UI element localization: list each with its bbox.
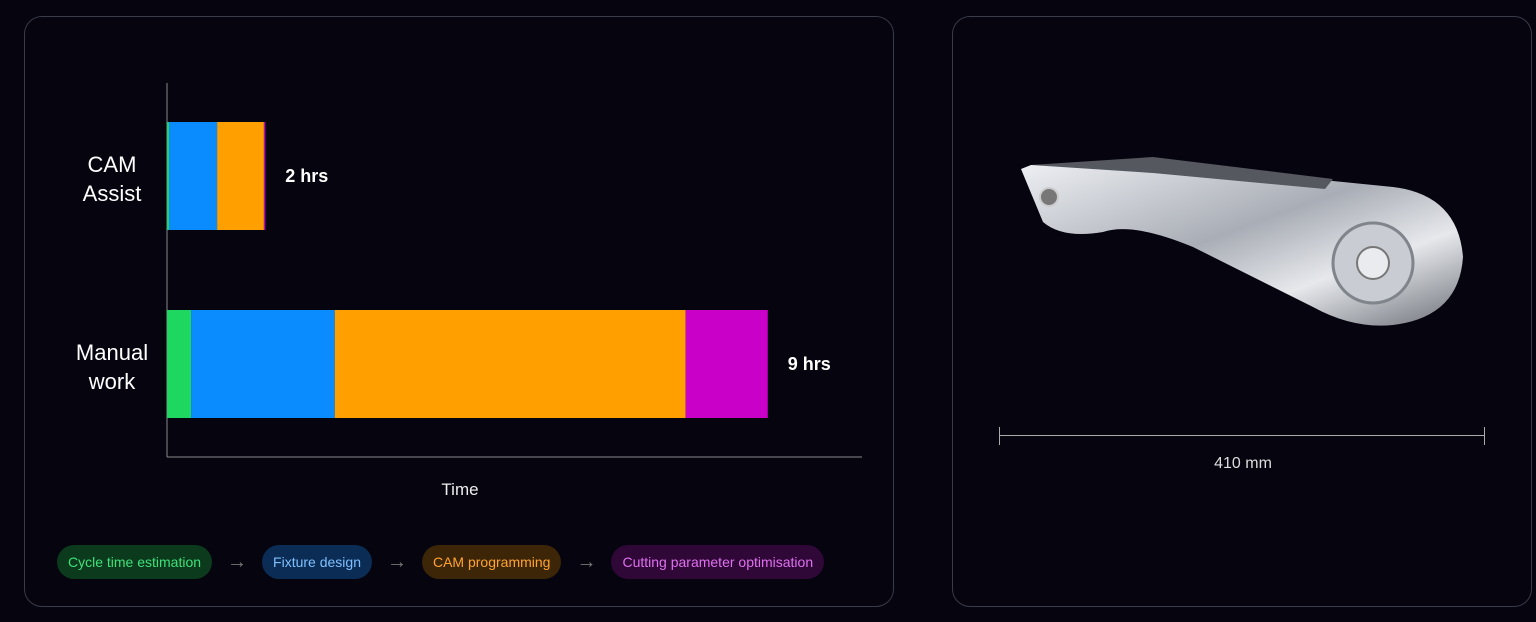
bar-segment: [167, 122, 170, 230]
dimension-scale: [999, 427, 1485, 445]
category-label: CAM: [88, 152, 137, 177]
stacked-bar-chart: CAM Assist 2 hrs Manual work 9 hrs Time: [76, 83, 862, 499]
arrow-right-icon: →: [386, 550, 407, 573]
data-label: 2 hrs: [285, 166, 328, 186]
arrow-right-icon: →: [576, 550, 597, 573]
arrow-right-icon: →: [227, 550, 248, 573]
legend-pill: Cutting parameter optimisation: [611, 545, 825, 579]
category-label: Manual: [76, 340, 148, 365]
legend-pill: Fixture design: [262, 545, 372, 579]
bar-segment: [685, 310, 768, 418]
bar-segment: [217, 122, 264, 230]
dimension-label: 410 mm: [1214, 455, 1272, 472]
chart-card: CAM Assist 2 hrs Manual work 9 hrs Time Cycle…: [24, 16, 894, 607]
part-card: 410 mm: [952, 16, 1532, 607]
bar-segment: [167, 310, 192, 418]
legend-pill: Cycle time estimation: [57, 545, 213, 579]
category-label: Assist: [83, 181, 142, 206]
x-axis-label: Time: [441, 480, 478, 499]
part-image: [1021, 157, 1463, 326]
bar-segment: [334, 310, 686, 418]
bar-segment: [263, 122, 266, 230]
data-label: 9 hrs: [788, 354, 831, 374]
legend: Cycle time estimation → Fixture design → CAM…: [57, 545, 825, 579]
legend-pill: CAM programming: [421, 545, 562, 579]
bar-segment: [169, 122, 218, 230]
bar-segment: [191, 310, 335, 418]
category-label: work: [88, 369, 136, 394]
